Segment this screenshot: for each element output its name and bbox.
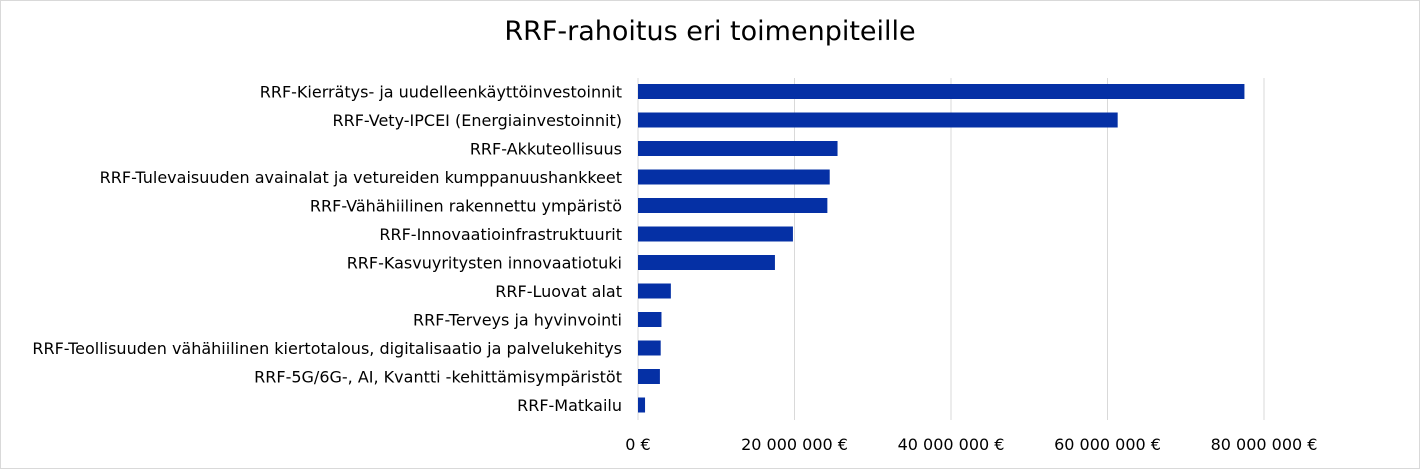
bars <box>638 84 1245 413</box>
category-labels: RRF-Kierrätys- ja uudelleenkäyttöinvesto… <box>32 83 622 416</box>
bar <box>638 169 830 185</box>
category-label: RRF-Luovat alat <box>495 282 622 301</box>
x-tick-labels: 0 € 20 000 000 € 40 000 000 € 60 000 000 € 8… <box>625 435 1317 454</box>
category-label: RRF-Kasvuyritysten innovaatiotuki <box>347 254 622 273</box>
category-label: RRF-Tulevaisuuden avainalat ja vetureide… <box>100 168 622 187</box>
bar <box>638 340 661 356</box>
category-label: RRF-Matkailu <box>517 396 622 415</box>
x-tick-label: 40 000 000 € <box>898 435 1005 454</box>
x-tick-label: 0 € <box>625 435 650 454</box>
bar <box>638 312 662 327</box>
bar <box>638 255 775 270</box>
category-label: RRF-Akkuteollisuus <box>470 140 622 159</box>
x-tick-label: 80 000 000 € <box>1211 435 1318 454</box>
gridlines <box>637 78 1265 420</box>
bar <box>638 198 828 213</box>
category-label: RRF-Vähähiilinen rakennettu ympäristö <box>310 197 622 216</box>
chart-title: RRF-rahoitus eri toimenpiteille <box>504 16 916 47</box>
bar <box>638 112 1118 128</box>
category-label: RRF-Innovaatioinfrastruktuurit <box>379 225 622 244</box>
category-label: RRF-Vety-IPCEI (Energiainvestoinnit) <box>332 111 622 130</box>
x-tick-label: 20 000 000 € <box>741 435 848 454</box>
category-label: RRF-Kierrätys- ja uudelleenkäyttöinvesto… <box>260 83 622 102</box>
bar <box>638 397 646 413</box>
bar <box>638 84 1245 99</box>
category-label: RRF-5G/6G-, AI, Kvantti -kehittämisympär… <box>254 368 622 387</box>
category-label: RRF-Teollisuuden vähähiilinen kiertotalo… <box>32 339 622 358</box>
category-label: RRF-Terveys ja hyvinvointi <box>413 311 622 330</box>
bar <box>638 369 660 384</box>
bar <box>638 141 838 156</box>
bar <box>638 283 671 299</box>
x-tick-label: 60 000 000 € <box>1054 435 1161 454</box>
bar <box>638 226 793 242</box>
